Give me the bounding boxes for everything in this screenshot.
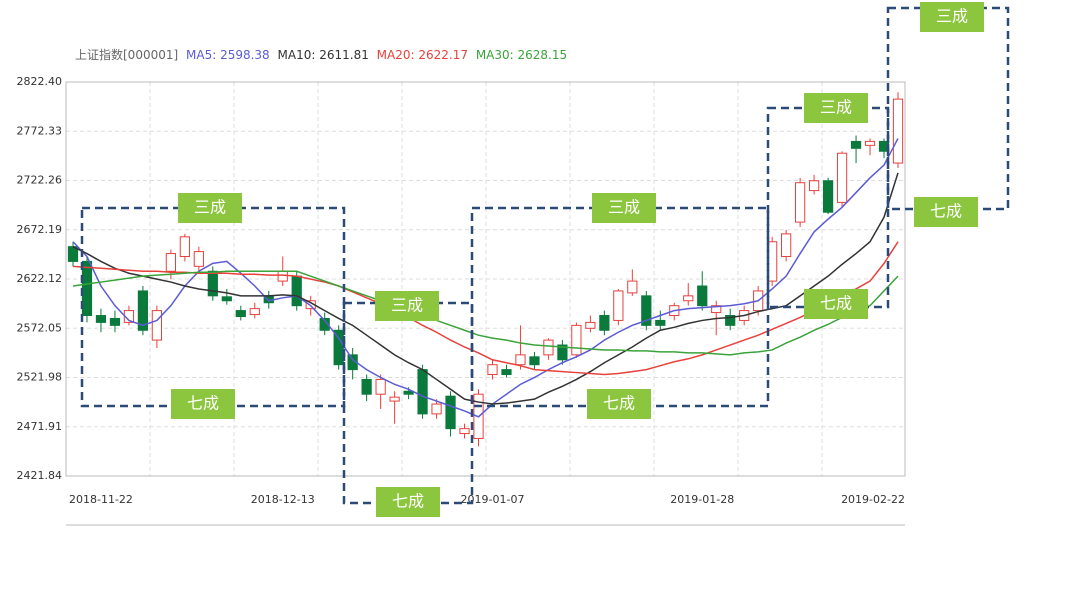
candle-body: [375, 378, 386, 395]
candle-body: [795, 182, 806, 223]
annotation-label: 三成: [936, 7, 968, 26]
candle-body: [319, 317, 330, 331]
candle-body: [641, 295, 652, 326]
candle-body: [515, 354, 526, 366]
candle-body: [389, 396, 400, 402]
candle-body: [193, 251, 204, 267]
x-tick-label: 2019-02-22: [841, 493, 905, 506]
annotation-label: 三成: [608, 198, 640, 217]
annotation-tag: [920, 2, 984, 32]
legend-entry: MA10: 2611.81: [278, 48, 369, 62]
y-tick-label: 2471.91: [17, 420, 63, 433]
y-tick-label: 2822.40: [17, 75, 63, 88]
candle-body: [137, 290, 149, 331]
annotation-tag: [804, 289, 868, 319]
candle-body: [291, 275, 302, 307]
candle-body: [725, 315, 736, 326]
y-tick-label: 2421.84: [17, 469, 63, 482]
candle-body: [599, 315, 610, 331]
x-tick-label: 2018-12-13: [251, 493, 315, 506]
annotation-tag: [592, 193, 656, 223]
candle-body: [557, 344, 568, 361]
candle-body: [277, 270, 288, 282]
x-tick-label: 2019-01-28: [670, 493, 734, 506]
candle-body: [221, 296, 232, 302]
annotation-label: 三成: [820, 98, 852, 117]
candle-body: [864, 140, 876, 146]
candle-body: [361, 378, 372, 395]
ma-line: [72, 241, 899, 376]
annotation-label: 七成: [820, 294, 852, 313]
chart-title: 上证指数[000001]: [75, 47, 178, 62]
candle-body: [459, 428, 470, 435]
candle-body: [501, 369, 512, 376]
candle-body: [781, 233, 792, 257]
candle-body: [529, 356, 540, 366]
candle-body: [151, 310, 163, 341]
legend-entry: MA5: 2598.38: [186, 48, 270, 62]
candle-body: [822, 180, 834, 213]
candle-body: [487, 364, 498, 376]
candle-body: [109, 317, 121, 326]
candle-body: [249, 308, 260, 316]
annotation-tag: [804, 93, 868, 123]
y-tick-label: 2622.12: [17, 272, 63, 285]
candle-body: [697, 285, 708, 307]
annotation-tag: [376, 487, 440, 517]
annotation-tag: [914, 197, 978, 227]
candle-body: [850, 140, 862, 149]
y-tick-label: 2572.05: [17, 321, 63, 334]
candle-body: [683, 295, 694, 302]
candle-body: [627, 280, 638, 294]
annotation-tag: [171, 389, 235, 419]
annotation-label: 三成: [194, 198, 226, 217]
candle-body: [808, 180, 820, 192]
candle-body: [417, 369, 428, 415]
legend-entry: MA20: 2622.17: [377, 48, 468, 62]
annotation-tag: [587, 389, 651, 419]
x-tick-label: 2019-01-07: [461, 493, 525, 506]
legend-entry: MA30: 2628.15: [476, 48, 567, 62]
y-tick-label: 2772.33: [17, 124, 63, 137]
legend: 上证指数[000001] MA5: 2598.38 MA10: 2611.81 …: [75, 47, 567, 62]
candle-body: [711, 305, 722, 314]
candle-body: [403, 390, 414, 395]
y-tick-label: 2672.19: [17, 223, 63, 236]
annotation-label: 七成: [930, 202, 962, 221]
candle-body: [235, 310, 246, 317]
candle-body: [613, 290, 624, 321]
candle-body: [836, 152, 848, 203]
x-tick-label: 2018-11-22: [69, 493, 133, 506]
candle-body: [892, 98, 904, 164]
candle-body: [81, 260, 93, 317]
y-tick-label: 2521.98: [17, 371, 63, 384]
annotation-label: 三成: [391, 296, 423, 315]
candle-body: [165, 253, 176, 272]
candle-body: [543, 339, 554, 356]
candle-body: [585, 321, 596, 329]
candle-body: [431, 403, 442, 415]
annotation-label: 七成: [187, 394, 219, 413]
ma-line: [72, 270, 899, 356]
annotation-label: 七成: [392, 492, 424, 511]
annotation-tag: [375, 291, 439, 321]
annotation-label: 七成: [603, 394, 635, 413]
candle-body: [333, 329, 344, 366]
candle-body: [655, 319, 666, 326]
ma-line: [72, 172, 899, 405]
candle-body: [179, 236, 190, 257]
candle-body: [95, 315, 107, 323]
candle-body: [445, 395, 456, 430]
ma-line: [72, 138, 899, 418]
candle-body: [207, 270, 218, 297]
plot-frame: [65, 81, 906, 477]
y-tick-label: 2722.26: [17, 174, 63, 187]
annotation-tag: [178, 193, 242, 223]
candle-body: [571, 324, 582, 356]
